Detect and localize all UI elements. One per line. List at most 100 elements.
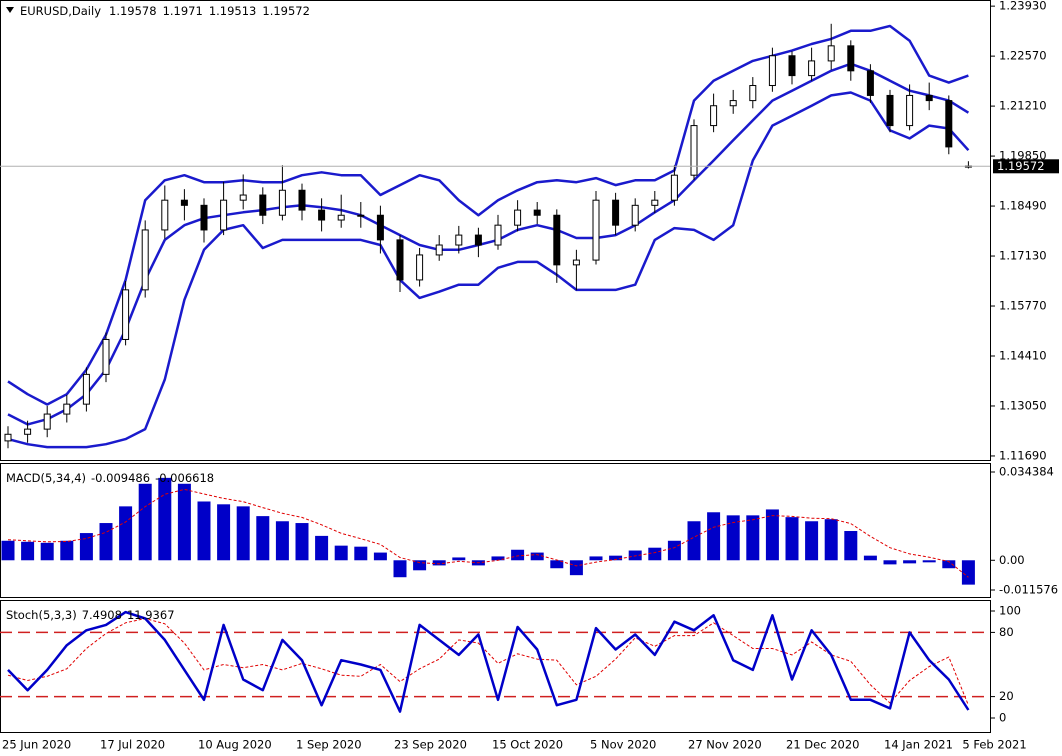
macd-bar bbox=[315, 535, 329, 561]
macd-bar bbox=[1, 540, 15, 561]
price-panel-frame bbox=[0, 0, 991, 461]
macd-bar bbox=[256, 516, 270, 561]
last-low: 1.19513 bbox=[209, 4, 257, 18]
macd-bar bbox=[903, 560, 917, 564]
x-tick-label: 14 Jan 2021 bbox=[884, 738, 953, 752]
macd-bar bbox=[511, 549, 525, 561]
candle-body bbox=[102, 338, 110, 375]
candle-body bbox=[494, 224, 502, 246]
macd-bar bbox=[589, 556, 603, 561]
macd-bar bbox=[79, 533, 93, 561]
y-tick-label: 1.17130 bbox=[999, 249, 1047, 263]
y-tick-label: 0.034384 bbox=[999, 465, 1054, 479]
macd-bar bbox=[40, 542, 54, 561]
y-tick-label: 20 bbox=[999, 689, 1014, 703]
candle-body bbox=[82, 373, 90, 405]
y-tick-label: 1.22570 bbox=[999, 49, 1047, 63]
macd-signal bbox=[7, 488, 969, 578]
macd-bar bbox=[609, 555, 623, 561]
indicator-title: Stoch(5,3,3) bbox=[6, 608, 77, 622]
candle-body bbox=[220, 199, 228, 231]
macd-bar bbox=[942, 560, 956, 569]
macd-bar bbox=[707, 512, 721, 561]
macd-bar bbox=[177, 483, 191, 561]
y-tick-label: -0.011576 bbox=[999, 583, 1058, 597]
macd-bar bbox=[922, 560, 936, 563]
indicator-value: -0.006618 bbox=[155, 471, 214, 485]
indicator-header: MACD(5,34,4) -0.009486 -0.006618 bbox=[6, 471, 214, 485]
candle-body bbox=[710, 105, 718, 127]
macd-bar bbox=[550, 560, 564, 569]
candle-body bbox=[474, 234, 482, 246]
candle-body bbox=[4, 433, 12, 442]
y-tick-label: 0 bbox=[999, 711, 1006, 725]
candle-body bbox=[416, 254, 424, 281]
macd-bar bbox=[158, 477, 172, 561]
macd-bar bbox=[824, 519, 838, 561]
candle-body bbox=[866, 70, 874, 96]
x-tick-label: 5 Nov 2020 bbox=[590, 738, 656, 752]
candle-body bbox=[298, 189, 306, 211]
macd-bar bbox=[883, 560, 897, 565]
macd-bar bbox=[138, 483, 152, 561]
x-tick-label: 17 Jul 2020 bbox=[100, 738, 165, 752]
panel-frames bbox=[0, 0, 991, 733]
candle-body bbox=[788, 55, 796, 77]
macd-bar bbox=[844, 531, 858, 561]
macd-bar bbox=[863, 555, 877, 561]
candle-body bbox=[180, 199, 188, 206]
indicator-value: -0.009486 bbox=[91, 471, 150, 485]
stoch-panel-frame bbox=[0, 600, 991, 733]
candle-body bbox=[200, 204, 208, 231]
candle-body bbox=[278, 189, 286, 216]
stoch-main bbox=[7, 610, 970, 713]
candle-body bbox=[43, 413, 51, 430]
macd-bar bbox=[569, 560, 583, 576]
candle-body bbox=[376, 214, 384, 241]
indicator-value: 11.9367 bbox=[127, 608, 175, 622]
y-tick-label: 100 bbox=[999, 604, 1021, 618]
indicator-title: MACD(5,34,4) bbox=[6, 471, 86, 485]
macd-bar bbox=[21, 541, 35, 561]
y-tick-label: 1.18490 bbox=[999, 199, 1047, 213]
last-price-label: 1.19572 bbox=[997, 159, 1045, 173]
candle-body bbox=[847, 45, 855, 72]
macd-bar bbox=[432, 560, 446, 566]
macd-bar bbox=[805, 521, 819, 561]
x-tick-label: 5 Feb 2021 bbox=[962, 738, 1026, 752]
candle-body bbox=[122, 289, 130, 340]
candle-body bbox=[808, 60, 816, 77]
menu-triangle bbox=[6, 7, 14, 13]
last-open: 1.19578 bbox=[109, 4, 157, 18]
candle-body bbox=[592, 199, 600, 261]
macd-bar bbox=[726, 515, 740, 561]
last-price-box bbox=[993, 159, 1059, 174]
x-tick-label: 1 Sep 2020 bbox=[296, 738, 362, 752]
bollinger-lower bbox=[7, 91, 970, 449]
candle-body bbox=[749, 85, 757, 102]
macd-bar bbox=[373, 552, 387, 561]
macd-bar bbox=[765, 509, 779, 561]
macd-bar bbox=[961, 560, 975, 585]
candle-body bbox=[259, 194, 267, 216]
macd-bar bbox=[334, 545, 348, 561]
y-tick-label: 1.11690 bbox=[999, 448, 1047, 462]
indicator-header: Stoch(5,3,3) 7.4908 11.9367 bbox=[6, 608, 175, 622]
macd-bar bbox=[60, 540, 74, 561]
last-high: 1.1971 bbox=[163, 4, 203, 18]
candle-body bbox=[651, 199, 659, 206]
candle-body bbox=[435, 244, 443, 256]
x-tick-label: 10 Aug 2020 bbox=[198, 738, 272, 752]
x-tick-label: 15 Oct 2020 bbox=[492, 738, 563, 752]
symbol-title: EURUSD,Daily bbox=[20, 4, 101, 18]
macd-bar bbox=[119, 506, 133, 561]
candle-body bbox=[239, 194, 247, 201]
y-tick-label: 1.14410 bbox=[999, 348, 1047, 362]
stoch-signal bbox=[7, 617, 969, 706]
indicator-value: 7.4908 bbox=[82, 608, 122, 622]
x-tick-label: 21 Dec 2020 bbox=[786, 738, 859, 752]
candle-body bbox=[631, 204, 639, 226]
y-tick-label: 0.00 bbox=[999, 553, 1025, 567]
macd-bar bbox=[530, 552, 544, 561]
macd-bar bbox=[687, 521, 701, 561]
